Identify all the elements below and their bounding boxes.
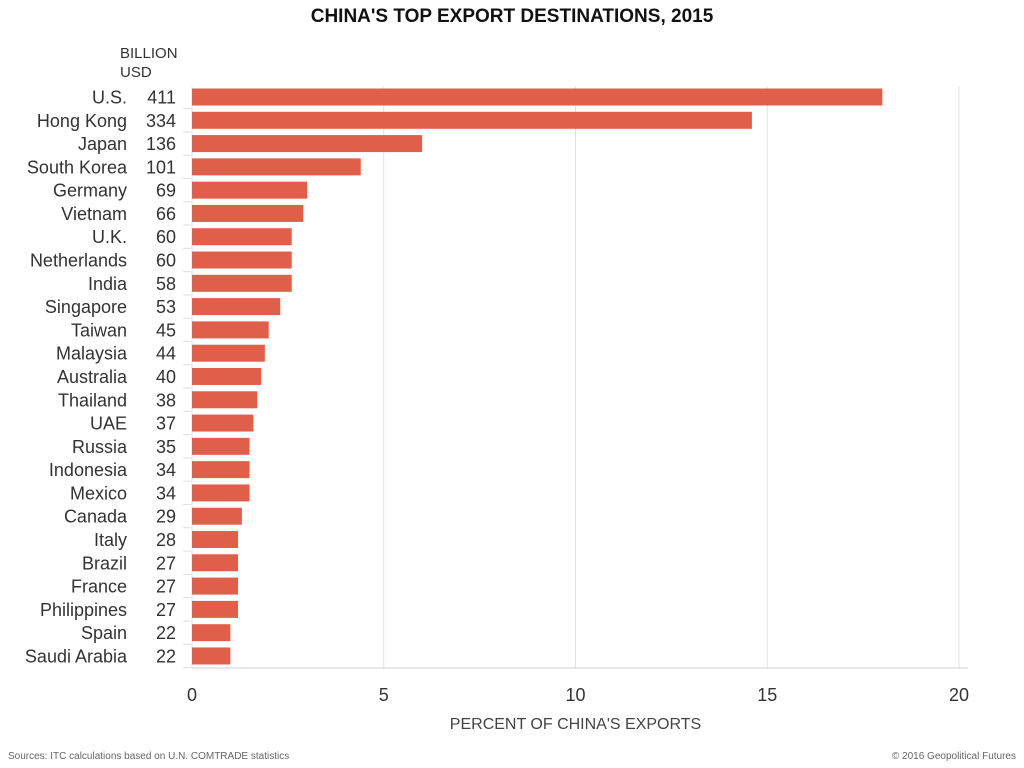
category-label: U.S. [92, 88, 127, 108]
bar [192, 577, 239, 595]
category-label: Mexico [70, 483, 127, 503]
value-label-billion-usd: 28 [156, 530, 176, 550]
value-label-billion-usd: 66 [156, 204, 176, 224]
bar [192, 274, 292, 292]
x-tick-label: 20 [949, 685, 969, 705]
bar [192, 507, 242, 525]
category-label: Russia [72, 437, 128, 457]
value-label-billion-usd: 38 [156, 390, 176, 410]
bar [192, 624, 231, 642]
value-label-billion-usd: 44 [156, 344, 176, 364]
category-label: Thailand [58, 390, 127, 410]
category-label: Canada [64, 507, 128, 527]
value-label-billion-usd: 35 [156, 437, 176, 457]
value-label-billion-usd: 69 [156, 181, 176, 201]
bar [192, 484, 250, 502]
bar [192, 344, 265, 362]
value-label-billion-usd: 27 [156, 553, 176, 573]
x-tick-label: 10 [565, 685, 585, 705]
bar [192, 600, 239, 618]
value-label-billion-usd: 334 [146, 111, 176, 131]
category-label: Spain [81, 623, 127, 643]
copyright-note: © 2016 Geopolitical Futures [891, 751, 1016, 762]
category-label: Italy [94, 530, 127, 550]
category-label: Malaysia [56, 344, 128, 364]
value-label-billion-usd: 27 [156, 577, 176, 597]
value-label-billion-usd: 34 [156, 483, 176, 503]
value-label-billion-usd: 37 [156, 414, 176, 434]
value-label-billion-usd: 45 [156, 320, 176, 340]
chart-title: CHINA'S TOP EXPORT DESTINATIONS, 2015 [310, 6, 714, 27]
category-label: Indonesia [49, 460, 128, 480]
value-label-billion-usd: 22 [156, 646, 176, 666]
value-label-billion-usd: 22 [156, 623, 176, 643]
bar [192, 321, 269, 339]
bar [192, 88, 883, 106]
bar [192, 135, 423, 153]
source-note: Sources: ITC calculations based on U.N. … [8, 751, 290, 762]
category-label: Japan [78, 134, 127, 154]
category-label: Vietnam [61, 204, 127, 224]
value-label-billion-usd: 60 [156, 227, 176, 247]
bar [192, 204, 304, 222]
value-label-billion-usd: 136 [146, 134, 176, 154]
category-label: Singapore [45, 297, 127, 317]
category-label: France [71, 577, 127, 597]
bar [192, 554, 239, 572]
value-label-billion-usd: 34 [156, 460, 176, 480]
bar [192, 367, 262, 385]
value-label-billion-usd: 29 [156, 507, 176, 527]
value-column-label: BILLION USD [120, 45, 178, 81]
category-label: Saudi Arabia [25, 646, 128, 666]
value-label-billion-usd: 101 [146, 157, 176, 177]
category-label: South Korea [27, 157, 128, 177]
bar [192, 531, 239, 549]
category-label: Netherlands [30, 251, 127, 271]
value-label-billion-usd: 58 [156, 274, 176, 294]
value-label-billion-usd: 27 [156, 600, 176, 620]
bar [192, 437, 250, 455]
bar [192, 391, 258, 409]
category-label: Brazil [82, 553, 127, 573]
category-label: Hong Kong [37, 111, 127, 131]
bar [192, 251, 292, 269]
value-label-billion-usd: 53 [156, 297, 176, 317]
category-label: Australia [57, 367, 128, 387]
bar [192, 111, 752, 129]
value-label-billion-usd: 40 [156, 367, 176, 387]
x-axis-label: PERCENT OF CHINA'S EXPORTS [449, 716, 702, 733]
category-label: Taiwan [71, 320, 127, 340]
category-label: U.K. [92, 227, 127, 247]
value-label-billion-usd: 60 [156, 251, 176, 271]
category-label: India [88, 274, 128, 294]
x-tick-label: 0 [187, 685, 197, 705]
x-tick-label: 5 [379, 685, 389, 705]
category-label: UAE [90, 414, 127, 434]
bar [192, 228, 292, 246]
value-label-billion-usd: 411 [147, 88, 176, 108]
bar [192, 298, 281, 316]
category-label: Germany [53, 181, 127, 201]
category-label: Philippines [40, 600, 127, 620]
x-tick-label: 15 [757, 685, 777, 705]
bar [192, 181, 308, 199]
bar [192, 461, 250, 479]
bar [192, 158, 361, 176]
bar [192, 647, 231, 665]
bar [192, 414, 254, 432]
